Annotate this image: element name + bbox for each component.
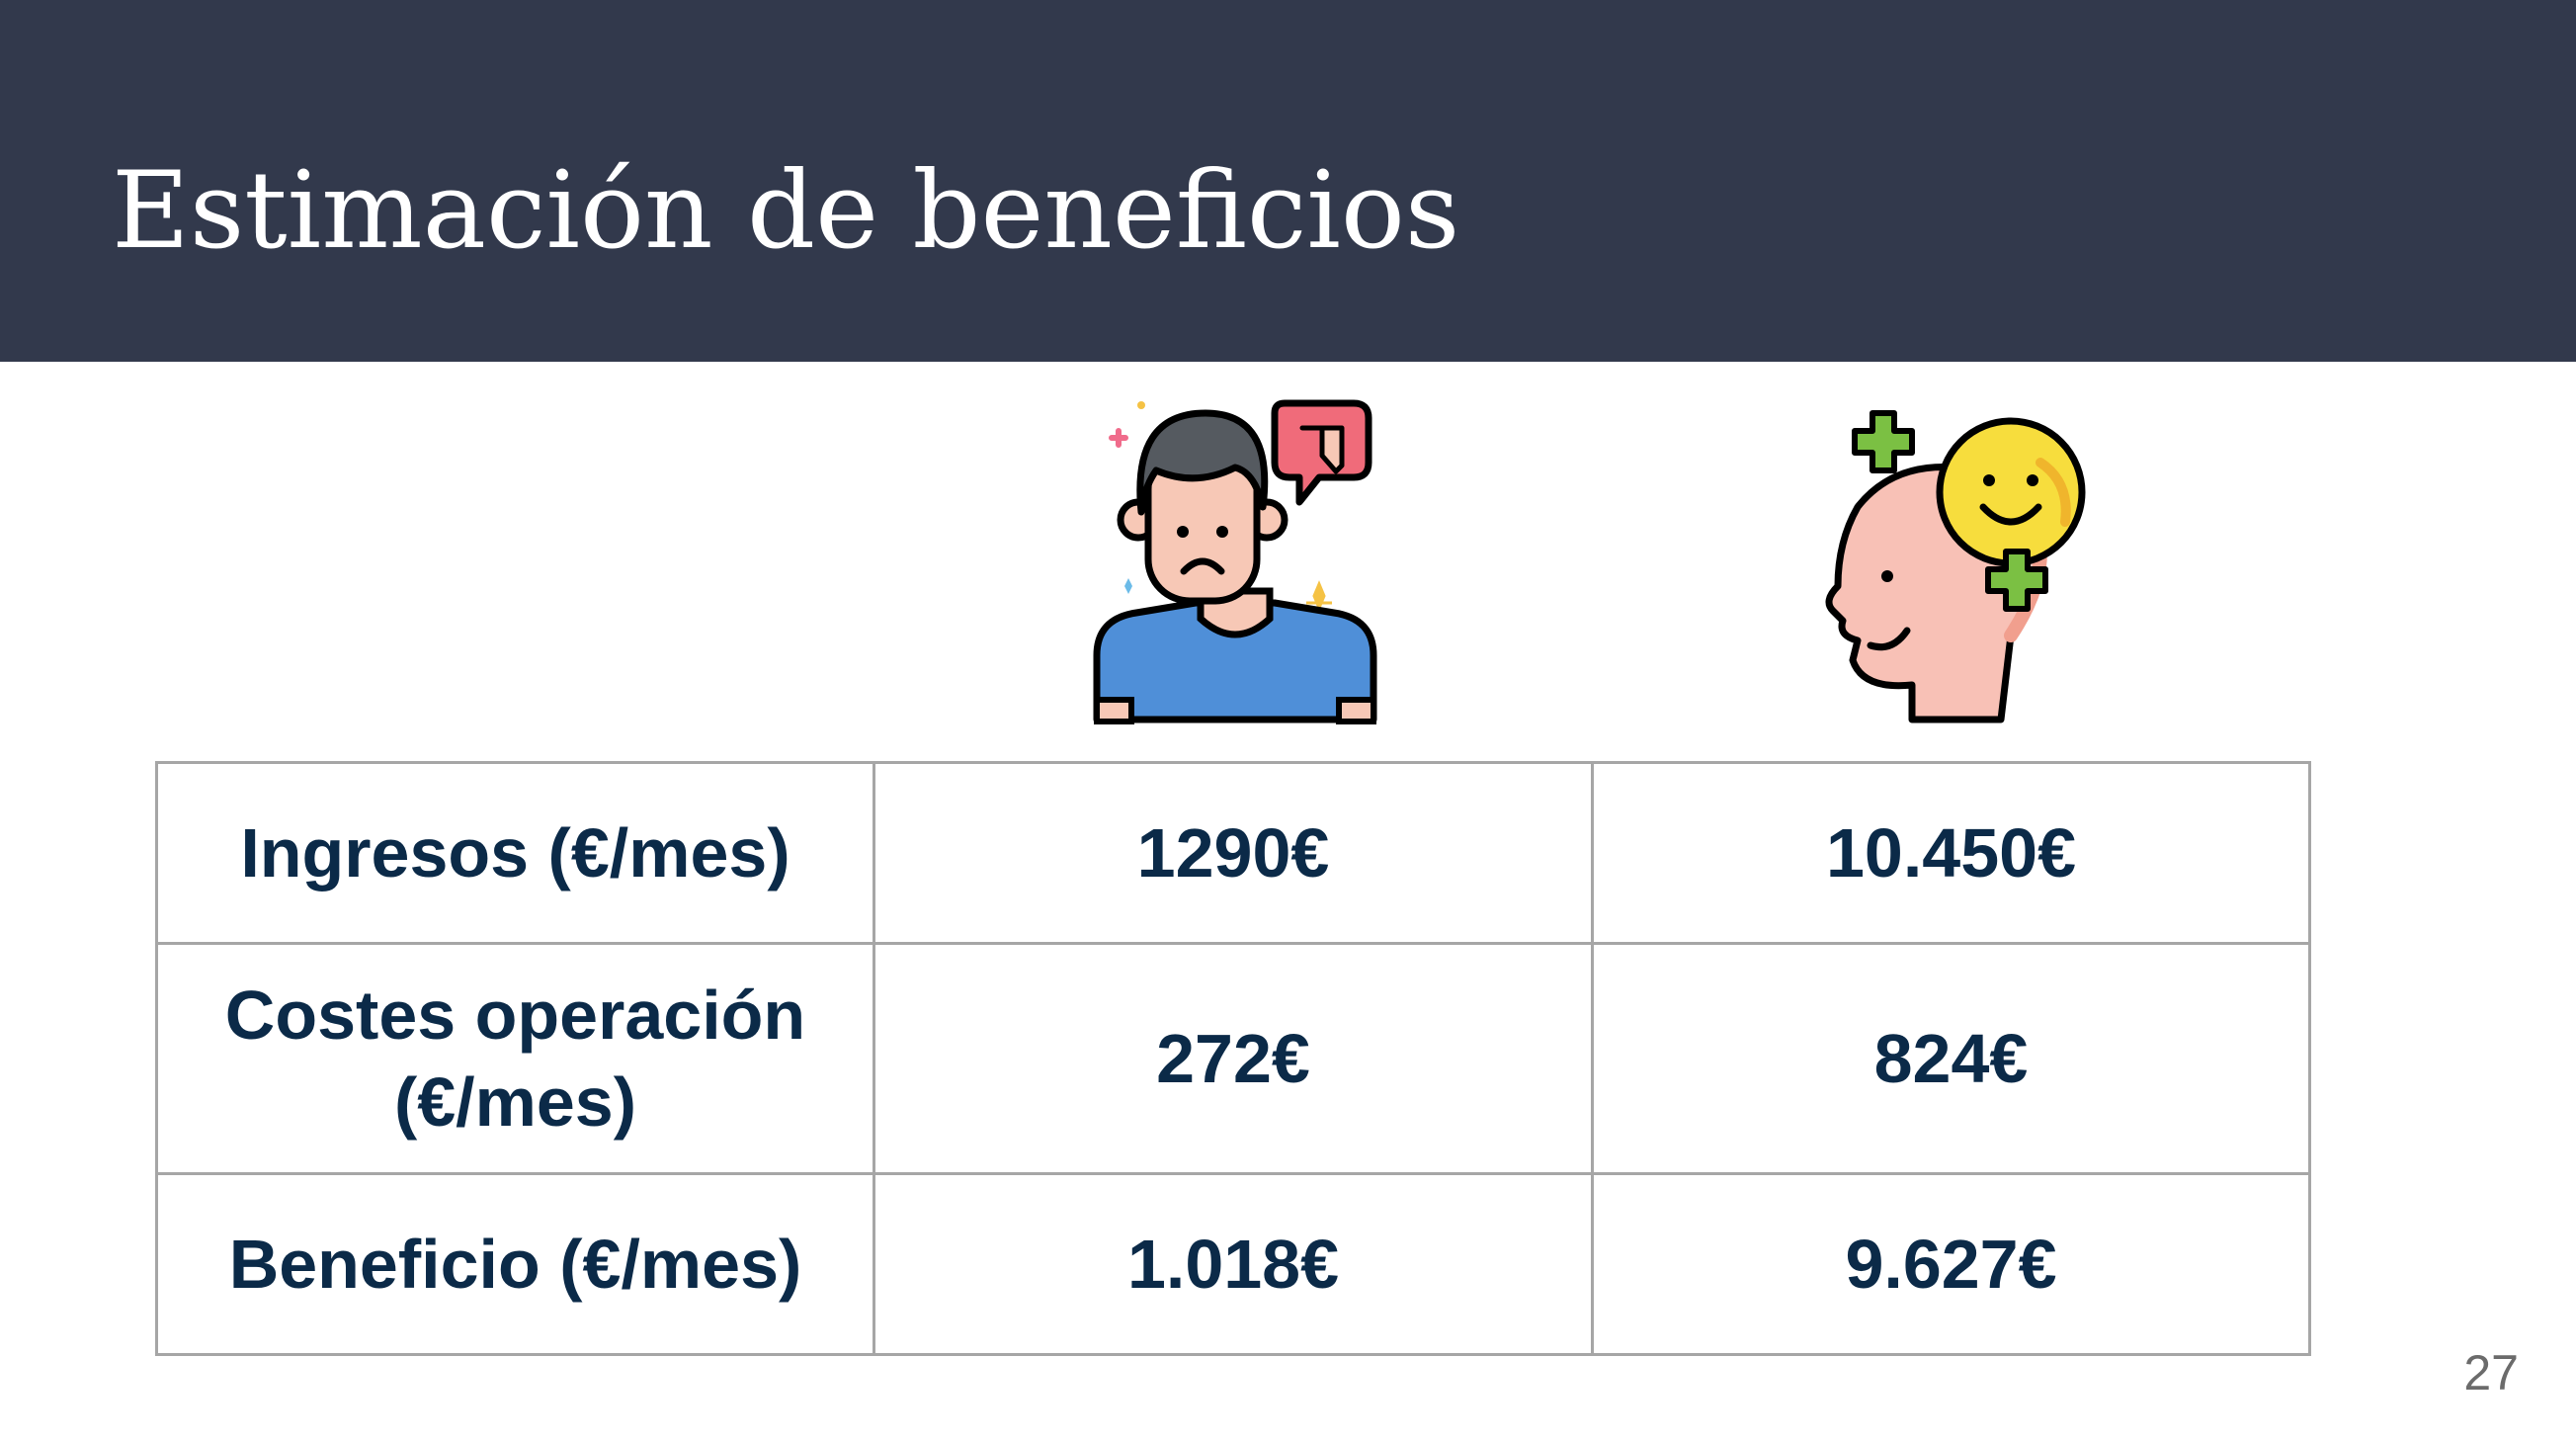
table-row: Beneficio (€/mes) 1.018€ 9.627€ bbox=[155, 1172, 2311, 1356]
cell-beneficio-scenario-1: 1.018€ bbox=[873, 1172, 1594, 1356]
row-label-beneficio: Beneficio (€/mes) bbox=[155, 1172, 875, 1356]
cell-costes-scenario-2: 824€ bbox=[1591, 942, 2311, 1175]
row-label-costes: Costes operación (€/mes) bbox=[155, 942, 875, 1175]
cell-ingresos-scenario-2: 10.450€ bbox=[1591, 761, 2311, 945]
title-bar: Estimación de beneficios bbox=[0, 0, 2576, 362]
cell-costes-scenario-1: 272€ bbox=[873, 942, 1594, 1175]
happy-head-smiley-plus-icon bbox=[1825, 410, 2086, 723]
row-label-costes-line2: (€/mes) bbox=[393, 1063, 637, 1141]
page-number: 27 bbox=[2463, 1345, 2519, 1401]
table-row: Ingresos (€/mes) 1290€ 10.450€ bbox=[155, 761, 2311, 945]
cell-ingresos-scenario-1: 1290€ bbox=[873, 761, 1594, 945]
row-label-ingresos: Ingresos (€/mes) bbox=[155, 761, 875, 945]
benefits-table: Ingresos (€/mes) 1290€ 10.450€ Costes op… bbox=[155, 761, 2311, 1356]
row-label-costes-line1: Costes operación bbox=[224, 976, 806, 1054]
table-row: Costes operación (€/mes) 272€ 824€ bbox=[155, 942, 2311, 1175]
sad-person-thumbs-down-icon bbox=[1093, 399, 1377, 724]
slide-title: Estimación de beneficios bbox=[112, 149, 1460, 273]
cell-beneficio-scenario-2: 9.627€ bbox=[1591, 1172, 2311, 1356]
